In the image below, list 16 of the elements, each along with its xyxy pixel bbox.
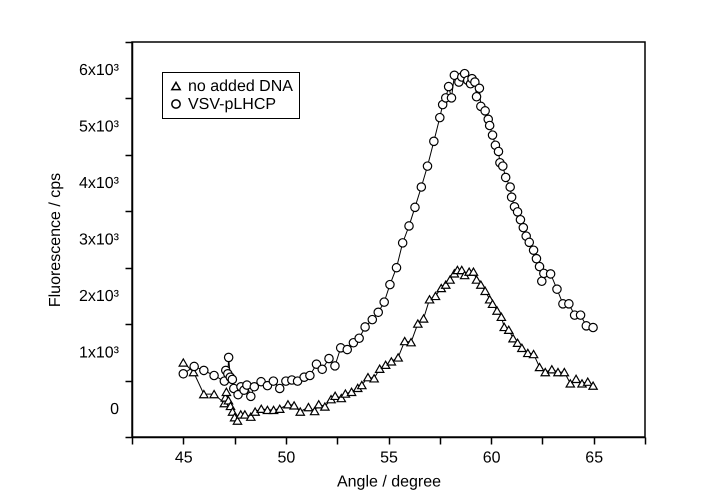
x-tick-label: 45 xyxy=(174,450,193,466)
y-tick-label: 3x10³ xyxy=(78,232,120,248)
x-tick-label: 50 xyxy=(278,450,296,466)
y-tick-label: 4x10³ xyxy=(78,175,120,192)
y-axis-title: Fluorescence / cps xyxy=(46,172,64,308)
y-tick-label: 5x10³ xyxy=(78,118,120,136)
legend-label: no added DNA xyxy=(188,78,294,95)
legend-label: VSV-pLHCP xyxy=(188,96,276,113)
x-tick-label: 55 xyxy=(380,450,398,466)
y-tick-label: 1x10³ xyxy=(78,344,120,362)
x-axis-title: Angle / degree xyxy=(336,474,442,490)
y-tick-label: 0 xyxy=(110,400,120,418)
y-tick-label: 2x10³ xyxy=(78,288,120,305)
y-tick-label: 6x10³ xyxy=(78,62,120,80)
x-tick-label: 65 xyxy=(585,450,604,466)
x-tick-label: 60 xyxy=(482,450,501,466)
